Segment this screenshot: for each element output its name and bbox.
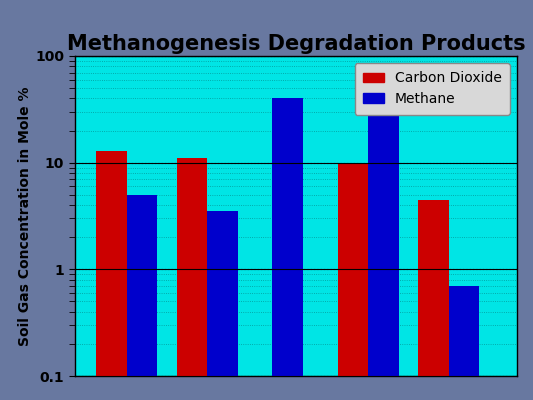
Bar (418, 200, 449, 400)
Title: Methanogenesis Degradation Products: Methanogenesis Degradation Products (67, 34, 525, 54)
Bar (127, 195, 157, 400)
Bar (337, 163, 368, 400)
Legend: Carbon Dioxide, Methane: Carbon Dioxide, Methane (354, 63, 510, 114)
Bar (368, 115, 399, 400)
Bar (449, 286, 479, 400)
Bar (177, 158, 207, 400)
Bar (272, 98, 303, 400)
Bar (207, 211, 238, 400)
Y-axis label: Soil Gas Concentration in Mole %: Soil Gas Concentration in Mole % (19, 86, 33, 346)
Bar (96, 150, 127, 400)
